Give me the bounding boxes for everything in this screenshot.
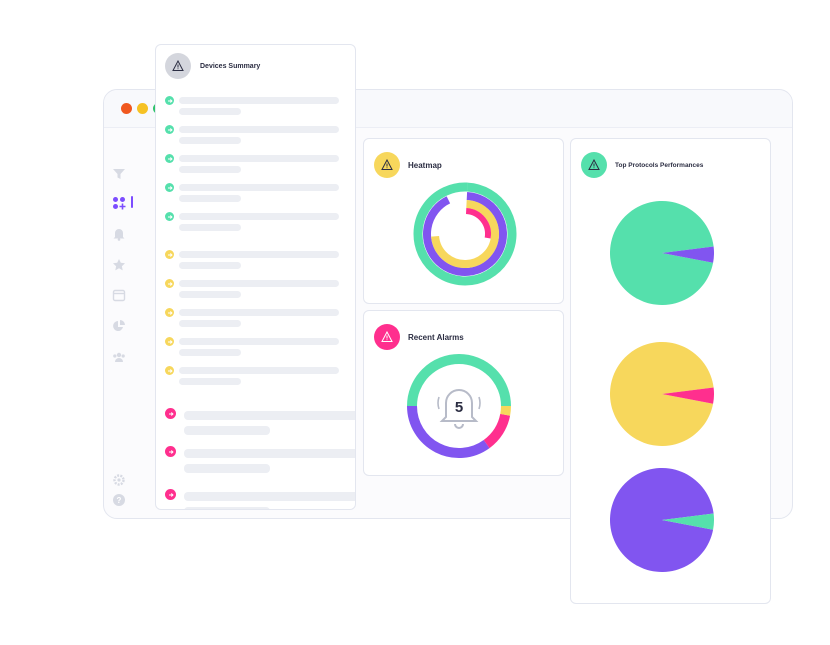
heatmap-ring[interactable] (465, 208, 491, 239)
protocol-slice[interactable] (662, 246, 714, 263)
heatmap-ring[interactable] (423, 192, 507, 276)
arrow-right-icon (165, 366, 174, 375)
heatmap-header: Heatmap (374, 152, 442, 178)
device-detail-placeholder (184, 426, 270, 435)
top-protocols-header: Top Protocols Performances (581, 152, 703, 178)
devices-summary-header: Devices Summary (165, 53, 260, 79)
device-detail-placeholder (179, 291, 241, 298)
devices-summary-title: Devices Summary (200, 62, 261, 70)
device-detail-placeholder (179, 224, 241, 231)
active-indicator (131, 196, 133, 208)
alarm-slice[interactable] (407, 354, 511, 407)
device-name-placeholder (179, 280, 339, 287)
recent-alarms-title: Recent Alarms (408, 332, 464, 342)
arrow-right-icon (165, 489, 176, 500)
calendar-icon[interactable] (112, 288, 126, 302)
arrow-right-icon (165, 279, 174, 288)
protocol-slice[interactable] (610, 468, 714, 572)
protocol-pie-3[interactable] (610, 468, 714, 572)
device-name-placeholder (179, 338, 339, 345)
star-icon[interactable] (112, 258, 126, 272)
svg-text:?: ? (117, 496, 122, 505)
device-detail-placeholder (179, 320, 241, 327)
devices-summary-panel: Devices Summary (155, 44, 356, 510)
device-name-placeholder (179, 126, 339, 133)
warning-icon (374, 324, 400, 350)
protocol-pie-1[interactable] (610, 201, 714, 305)
alarm-slice[interactable] (500, 405, 511, 416)
alarm-slice[interactable] (483, 413, 511, 449)
recent-alarms-header: Recent Alarms (374, 324, 464, 350)
protocol-slice[interactable] (610, 342, 714, 446)
device-name-placeholder (179, 97, 339, 104)
arrow-right-icon (165, 308, 174, 317)
device-name-placeholder (184, 492, 355, 501)
device-name-placeholder (179, 251, 339, 258)
arrow-right-icon (165, 337, 174, 346)
heatmap-chart[interactable] (412, 181, 518, 287)
users-icon[interactable] (112, 350, 126, 364)
warning-icon (165, 53, 191, 79)
dashboard-icon[interactable] (112, 196, 126, 210)
minimize-window-button[interactable] (137, 103, 148, 114)
arrow-right-icon (165, 408, 176, 419)
close-window-button[interactable] (121, 103, 132, 114)
alarm-slice[interactable] (407, 405, 490, 458)
top-protocols-title: Top Protocols Performances (615, 161, 704, 169)
top-protocols-card: Top Protocols Performances (570, 138, 771, 604)
device-name-placeholder (184, 449, 355, 458)
device-name-placeholder (179, 155, 339, 162)
protocol-slice[interactable] (662, 513, 714, 530)
arrow-right-icon (165, 446, 176, 457)
bell-icon (437, 389, 481, 429)
device-detail-placeholder (179, 108, 241, 115)
arrow-right-icon (165, 96, 174, 105)
protocol-slice[interactable] (662, 387, 714, 404)
device-detail-placeholder (179, 137, 241, 144)
arrow-right-icon (165, 183, 174, 192)
alarm-count: 5 (455, 399, 463, 416)
arrow-right-icon (165, 212, 174, 221)
device-name-placeholder (179, 213, 339, 220)
device-detail-placeholder (179, 349, 241, 356)
heatmap-ring[interactable] (431, 200, 499, 268)
pie-chart-icon[interactable] (112, 319, 126, 333)
recent-alarms-card: Recent Alarms 5 (363, 310, 564, 476)
device-detail-placeholder (179, 195, 241, 202)
device-detail-placeholder (179, 378, 241, 385)
device-name-placeholder (179, 309, 339, 316)
arrow-right-icon (165, 125, 174, 134)
help-icon[interactable]: ? (112, 493, 126, 507)
protocol-pie-2[interactable] (610, 342, 714, 446)
device-detail-placeholder (184, 507, 270, 509)
device-name-placeholder (179, 184, 339, 191)
device-detail-placeholder (184, 464, 270, 473)
warning-icon (374, 152, 400, 178)
device-name-placeholder (184, 411, 355, 420)
device-detail-placeholder (179, 262, 241, 269)
recent-alarms-chart[interactable]: 5 (406, 353, 512, 459)
filter-icon[interactable] (112, 167, 126, 181)
device-name-placeholder (179, 367, 339, 374)
warning-icon (581, 152, 607, 178)
settings-icon[interactable] (112, 473, 126, 487)
heatmap-ring[interactable] (413, 182, 517, 286)
bell-icon[interactable] (112, 227, 126, 241)
arrow-right-icon (165, 250, 174, 259)
protocol-slice[interactable] (610, 201, 714, 305)
arrow-right-icon (165, 154, 174, 163)
heatmap-title: Heatmap (408, 160, 442, 170)
heatmap-card: Heatmap (363, 138, 564, 304)
device-detail-placeholder (179, 166, 241, 173)
